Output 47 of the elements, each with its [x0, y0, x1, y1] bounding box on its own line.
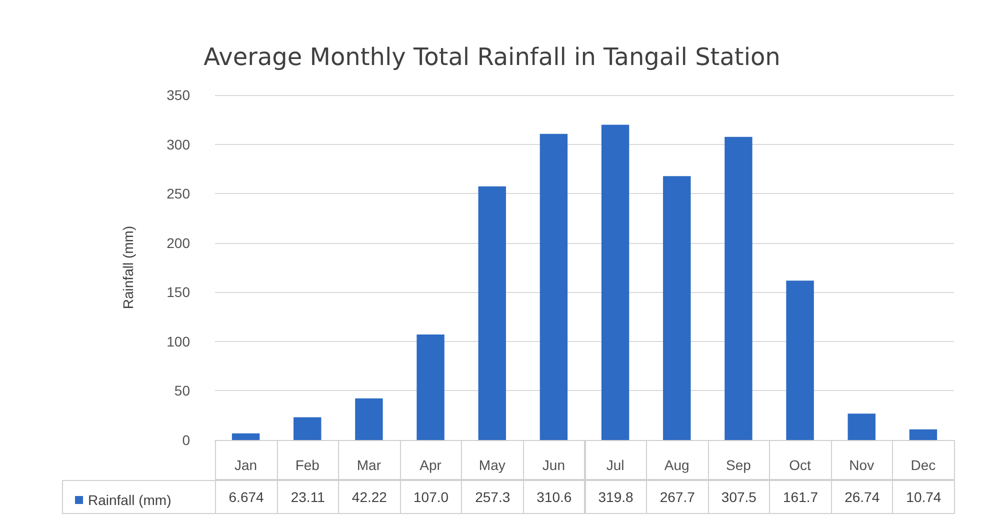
y-tick-label: 250 [166, 186, 190, 202]
data-label: 6.674 [215, 480, 278, 514]
bar [909, 429, 938, 440]
legend-label: Rainfall (mm) [88, 492, 172, 508]
x-tick-label: Jan [234, 457, 258, 473]
data-label: 42.22 [338, 480, 401, 514]
data-label: 161.7 [769, 480, 832, 514]
data-label: 257.3 [461, 480, 524, 514]
x-tick-label: Apr [420, 457, 442, 473]
x-tick-label: Mar [356, 457, 382, 473]
y-tick-label: 150 [166, 284, 190, 300]
bar [478, 186, 506, 440]
bar [232, 433, 260, 440]
bar [601, 124, 630, 440]
data-label: 307.5 [708, 480, 770, 514]
x-tick-label: May [478, 457, 506, 473]
y-tick-label: 300 [166, 136, 190, 152]
bar [663, 176, 691, 440]
y-tick-label: 50 [174, 382, 190, 399]
data-label: 26.74 [830, 480, 894, 514]
x-tick-label: Dec [910, 457, 936, 473]
data-label: 310.6 [522, 480, 586, 514]
y-tick-label: 200 [166, 234, 190, 251]
x-tick-label: Nov [849, 457, 874, 473]
x-tick-label: Jun [542, 457, 565, 473]
x-tick-label: Jul [606, 457, 624, 473]
bar [848, 414, 876, 440]
data-label: 23.11 [276, 480, 340, 514]
bar [540, 134, 568, 440]
bar [724, 136, 752, 440]
x-tick-label: Sep [726, 457, 752, 473]
chart-title: Average Monthly Total Rainfall in Tangail Station [204, 43, 780, 71]
x-tick-label: Oct [789, 457, 812, 473]
bar [416, 334, 444, 440]
bar [355, 398, 383, 440]
data-label: 107.0 [400, 480, 462, 514]
x-tick-label: Aug [664, 457, 690, 473]
y-tick-label: 350 [166, 87, 190, 103]
y-axis-title: Rainfall (mm) [120, 226, 136, 310]
x-tick-label: Feb [295, 457, 320, 473]
bar [294, 417, 322, 440]
bar [786, 280, 814, 440]
data-label: 319.8 [584, 480, 648, 514]
y-tick-label: 0 [182, 432, 190, 448]
data-label: 10.74 [892, 480, 955, 514]
data-label: 267.7 [646, 480, 709, 514]
y-tick-label: 100 [166, 333, 190, 350]
